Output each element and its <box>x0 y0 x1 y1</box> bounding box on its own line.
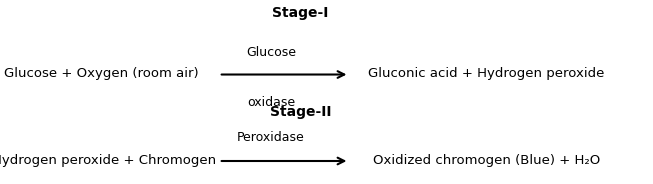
Text: Oxidized chromogen (Blue) + H₂O: Oxidized chromogen (Blue) + H₂O <box>373 154 600 167</box>
Text: Gluconic acid + Hydrogen peroxide: Gluconic acid + Hydrogen peroxide <box>368 67 605 80</box>
Text: Hydrogen peroxide + Chromogen: Hydrogen peroxide + Chromogen <box>0 154 217 167</box>
Text: Peroxidase: Peroxidase <box>237 130 305 144</box>
Text: Glucose: Glucose <box>246 46 296 59</box>
Text: Stage-II: Stage-II <box>270 105 331 119</box>
Text: oxidase: oxidase <box>247 96 295 109</box>
Text: Stage-I: Stage-I <box>272 6 328 20</box>
Text: Glucose + Oxygen (room air): Glucose + Oxygen (room air) <box>4 67 199 80</box>
